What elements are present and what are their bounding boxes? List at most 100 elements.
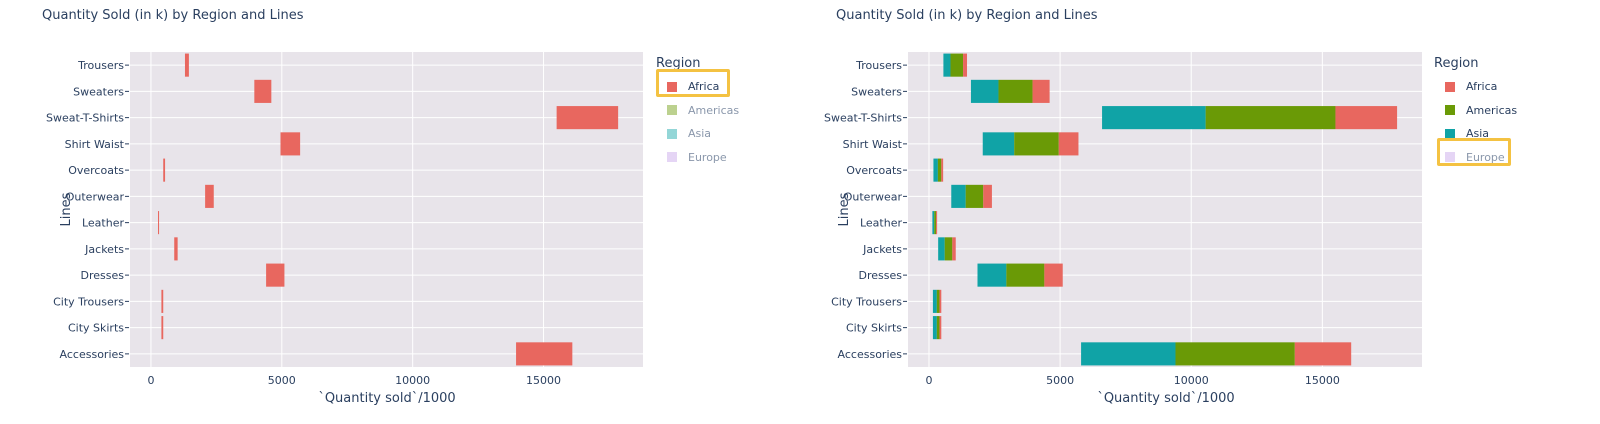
bar-asia[interactable] [932,211,935,235]
bar-africa[interactable] [184,53,189,77]
legend-label: Asia [1466,127,1490,141]
chart-panel-right: Quantity Sold (in k) by Region and Lines… [790,0,1590,424]
y-tick-label: Shirt Waist [843,138,903,151]
bar-asia[interactable] [977,263,1007,287]
legend-item-americas[interactable]: Americas [656,99,739,123]
y-tick-label: Outerwear [66,190,125,203]
bar-americas[interactable] [944,237,953,261]
x-tick-label: 5000 [268,374,296,387]
legend-title: Region [1434,56,1479,71]
bar-africa[interactable] [941,158,944,182]
bar-asia[interactable] [982,132,1015,156]
y-tick-label: Overcoats [846,164,902,177]
legend-swatch [667,105,677,116]
bar-americas[interactable] [1175,342,1295,366]
bar-africa[interactable] [939,289,942,313]
legend-item-africa[interactable]: Africa [656,75,739,99]
legend-swatch [667,152,677,163]
bar-americas[interactable] [965,184,984,208]
x-tick-label: 0 [925,374,932,387]
bar-africa[interactable] [1294,342,1352,366]
bar-africa[interactable] [158,211,160,235]
bar-africa[interactable] [939,316,942,340]
y-tick-label: Shirt Waist [65,138,125,151]
y-tick-label: Accessories [60,348,125,361]
bar-americas[interactable] [1006,263,1045,287]
legend: Region Africa Americas Asia Europe [1434,56,1517,169]
bar-africa[interactable] [516,342,573,366]
legend-title: Region [656,56,701,71]
bar-asia[interactable] [938,237,945,261]
bar-asia[interactable] [1102,106,1206,130]
legend-item-asia[interactable]: Asia [656,122,739,146]
y-tick-label: City Skirts [846,322,902,335]
legend-item-europe[interactable]: Europe [1434,146,1517,170]
y-tick-label: Sweaters [73,85,124,98]
bar-americas[interactable] [936,316,940,340]
legend-item-asia[interactable]: Asia [1434,122,1517,146]
legend-item-europe[interactable]: Europe [656,146,739,170]
bar-africa[interactable] [1044,263,1063,287]
legend-label: Europe [1466,150,1505,164]
legend-item-americas[interactable]: Americas [1434,99,1517,123]
bar-africa[interactable] [174,237,178,261]
bar-africa[interactable] [963,53,968,77]
bar-americas[interactable] [998,79,1033,103]
bar-africa[interactable] [983,184,992,208]
x-tick-label: 15000 [1305,374,1340,387]
chart-title: Quantity Sold (in k) by Region and Lines [836,8,1098,23]
y-axis-label: Lines [59,192,74,226]
bar-asia[interactable] [1081,342,1176,366]
bar-asia[interactable] [933,158,938,182]
bar-africa[interactable] [1058,132,1079,156]
bar-americas[interactable] [936,289,940,313]
bar-chart[interactable]: Trousers Sweaters Sweat-T-Shirts Shirt Wais… [0,0,800,424]
bar-asia[interactable] [951,184,966,208]
bar-africa[interactable] [163,158,166,182]
bar-africa[interactable] [952,237,956,261]
y-axis-label: Lines [837,192,852,226]
bar-africa[interactable] [936,211,938,235]
legend-label: Americas [1466,103,1518,117]
bar-africa[interactable] [1335,106,1398,130]
bar-americas[interactable] [950,53,964,77]
bar-americas[interactable] [937,158,942,182]
legend: Region Africa Americas Asia Europe [656,56,739,169]
x-tick-label: 10000 [1174,374,1209,387]
bar-americas[interactable] [1014,132,1059,156]
bar-americas[interactable] [934,211,937,235]
bar-africa[interactable] [556,106,619,130]
y-tick-label: City Trousers [831,295,902,308]
y-tick-label: City Trousers [53,295,124,308]
chart-title: Quantity Sold (in k) by Region and Lines [42,8,304,23]
y-tick-label: Sweat-T-Shirts [46,112,124,125]
bar-africa[interactable] [205,184,214,208]
x-tick-label: 0 [147,374,154,387]
legend-label: Africa [688,80,720,94]
legend-label: Americas [688,103,740,117]
y-tick-label: Dresses [859,269,903,282]
x-axis-label: `Quantity sold`/1000 [318,391,455,406]
bar-americas[interactable] [1205,106,1336,130]
bar-asia[interactable] [970,79,999,103]
legend-swatch [1445,81,1455,92]
bar-africa[interactable] [161,316,164,340]
legend-swatch [1445,128,1455,139]
bar-asia[interactable] [932,289,937,313]
bar-africa[interactable] [254,79,272,103]
bar-africa[interactable] [280,132,301,156]
bar-chart[interactable]: Trousers Sweaters Sweat-T-Shirts Shirt Wais… [790,0,1590,424]
y-tick-label: Accessories [838,348,903,361]
y-tick-label: Overcoats [68,164,124,177]
bar-asia[interactable] [943,53,951,77]
bar-africa[interactable] [161,289,164,313]
legend-swatch [1445,105,1455,116]
y-tick-label: Outerwear [844,190,903,203]
bar-asia[interactable] [932,316,937,340]
bar-africa[interactable] [1032,79,1050,103]
legend-swatch [667,81,677,92]
y-tick-label: Sweat-T-Shirts [824,112,902,125]
bar-africa[interactable] [266,263,285,287]
legend-item-africa[interactable]: Africa [1434,75,1517,99]
